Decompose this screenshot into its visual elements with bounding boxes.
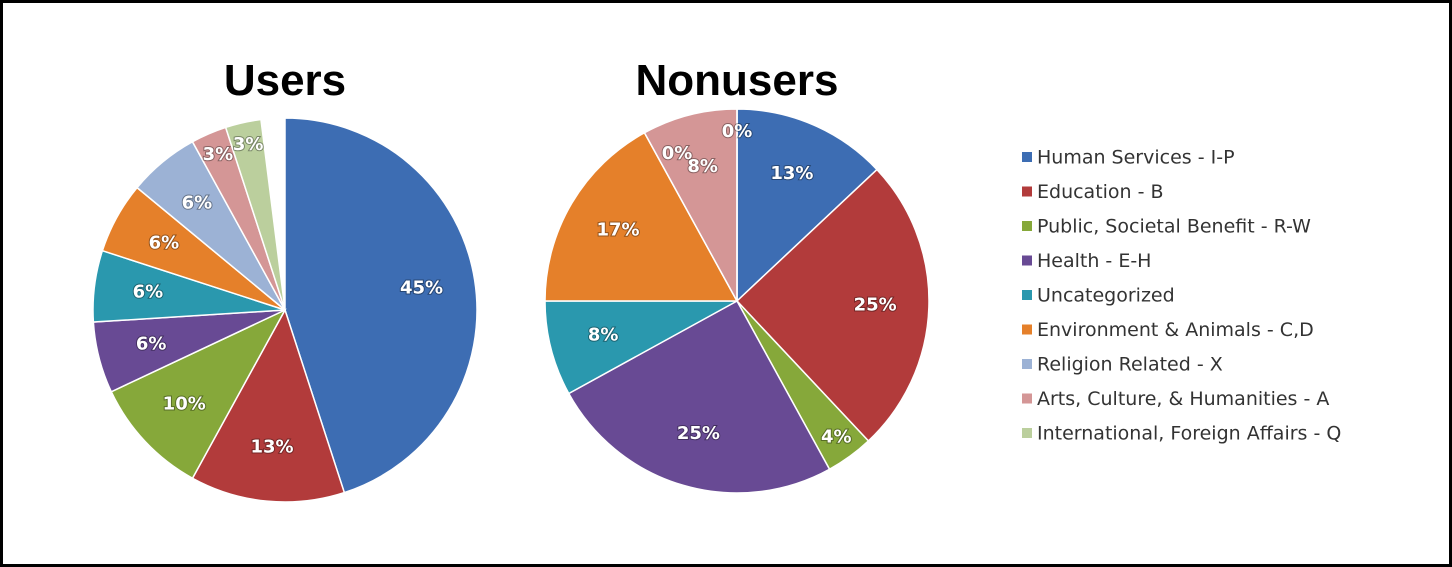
value-label: 6% <box>182 192 213 213</box>
value-label: 8% <box>687 156 718 177</box>
legend-label: Religion Related - X <box>1037 354 1223 376</box>
value-label: 13% <box>770 163 813 184</box>
pie-slice <box>191 308 346 503</box>
pie-slice <box>544 131 739 302</box>
legend-swatch <box>1022 152 1032 162</box>
chart-title: Users <box>224 56 346 105</box>
value-label: 3% <box>233 134 264 155</box>
pie-slice <box>643 108 738 302</box>
legend-label: Human Services - I-P <box>1037 147 1235 169</box>
value-label: 45% <box>400 277 443 298</box>
legend-swatch <box>1022 324 1032 335</box>
legend-label: Arts, Culture, & Humanities - A <box>1037 388 1329 410</box>
value-label: 0% <box>662 143 693 164</box>
value-label: 10% <box>163 394 206 415</box>
legend-label: Environment & Animals - C,D <box>1037 319 1314 341</box>
pie-slice <box>567 299 831 494</box>
value-label: 8% <box>588 324 619 345</box>
legend-label: Health - E-H <box>1037 250 1151 272</box>
pie-slice <box>544 300 738 395</box>
value-label: 3% <box>203 144 234 165</box>
legend-swatch <box>1022 221 1032 231</box>
value-label: 25% <box>854 294 897 315</box>
legend-label: Public, Societal Benefit - R-W <box>1037 216 1311 238</box>
pie-slice <box>110 308 287 480</box>
pie-slice <box>736 108 879 303</box>
legend-swatch <box>1022 428 1032 438</box>
value-label: 25% <box>677 423 720 444</box>
pie-slice <box>224 118 286 311</box>
pie-slice <box>284 117 478 494</box>
legend-swatch <box>1022 186 1032 197</box>
legend-label: Education - B <box>1037 181 1164 203</box>
legend-swatch <box>1022 359 1032 369</box>
value-label: 6% <box>149 232 180 253</box>
legend-swatch <box>1022 393 1032 404</box>
value-label: 17% <box>596 220 639 241</box>
legend-label: International, Foreign Affairs - Q <box>1037 423 1341 445</box>
legend-swatch <box>1022 255 1032 266</box>
pie-slice <box>735 168 930 443</box>
value-label: 13% <box>250 437 293 458</box>
legend-label: Uncategorized <box>1037 285 1175 307</box>
value-label: 4% <box>821 427 852 448</box>
value-label: 6% <box>133 282 164 303</box>
chart-title: Nonusers <box>636 56 839 105</box>
value-label: 0% <box>722 121 753 142</box>
value-label: 6% <box>136 333 167 354</box>
legend-swatch <box>1022 290 1032 300</box>
